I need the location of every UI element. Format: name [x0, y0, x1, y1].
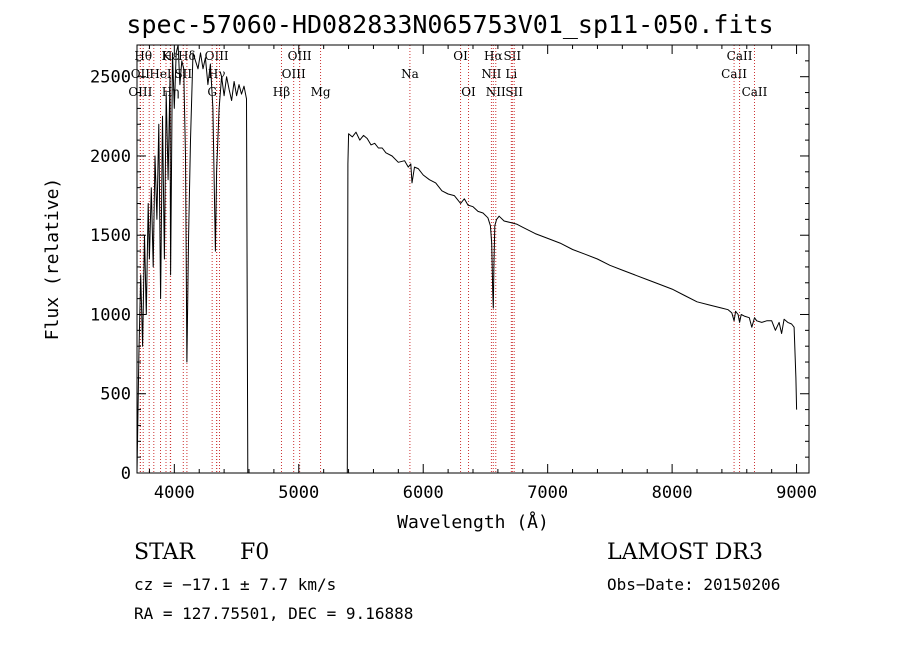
x-tick-label: 4000 [154, 483, 195, 503]
x-tick-label: 5000 [278, 483, 319, 503]
spectral-subclass: F0 [240, 540, 270, 565]
spectral-line-label: Hθ [134, 49, 152, 63]
spectral-line-label: Hη [162, 85, 180, 99]
object-type: STAR [134, 540, 195, 565]
x-tick-label: 9000 [776, 483, 817, 503]
spectrum-line [136, 44, 249, 474]
coordinates: RA = 127.75501, DEC = 9.16888 [134, 604, 414, 623]
y-axis-label: Flux (relative) [42, 178, 63, 341]
y-tick-label: 2500 [90, 68, 131, 88]
spectral-line-label: CaII [721, 67, 747, 81]
chart-title: spec-57060-HD082833N065753V01_sp11-050.f… [126, 10, 774, 39]
spectral-line-label: CaII [727, 49, 753, 63]
y-tick-label: 2000 [90, 147, 131, 167]
spectral-line-label: Na [401, 67, 419, 81]
survey-name: LAMOST DR3 [607, 540, 763, 565]
spectral-line-label: OI [461, 85, 476, 99]
spectral-line-label: Li [505, 67, 517, 81]
spectrum-line [346, 131, 798, 474]
spectral-line-label: OIII [128, 85, 152, 99]
spectral-line-label: HeI [149, 67, 172, 81]
x-tick-label: 7000 [527, 483, 568, 503]
spectral-line-label: Hβ [273, 85, 290, 99]
x-axis-label: Wavelength (Å) [397, 511, 549, 533]
spectral-line-label: NII [486, 85, 506, 99]
spectral-line-label: SII [503, 49, 521, 63]
x-tick-label: 6000 [403, 483, 444, 503]
spectral-line-label: CaII [742, 85, 768, 99]
spectral-line-label: Mg [311, 85, 331, 99]
spectral-line-label: K [162, 49, 172, 63]
spectral-line-label: OIII [282, 67, 306, 81]
spectral-line-label: OI [453, 49, 468, 63]
y-tick-label: 1500 [90, 226, 131, 246]
spectral-line-label: OIII [205, 49, 229, 63]
x-tick-label: 8000 [652, 483, 693, 503]
y-tick-label: 500 [100, 385, 131, 405]
y-tick-label: 0 [121, 464, 131, 484]
spectral-line-label: OIII [288, 49, 312, 63]
spectral-line-label: Hα [484, 49, 503, 63]
spectral-line-label: NII [481, 67, 501, 81]
redshift-value: cz = −17.1 ± 7.7 km/s [134, 575, 337, 594]
observation-date: Obs−Date: 20150206 [607, 575, 781, 594]
y-tick-label: 1000 [90, 305, 131, 325]
plot-frame [136, 44, 810, 474]
spectral-line-label: SII [505, 85, 523, 99]
spectral-line-label: OII [131, 67, 151, 81]
spectral-line-label: Hδ [178, 49, 196, 63]
